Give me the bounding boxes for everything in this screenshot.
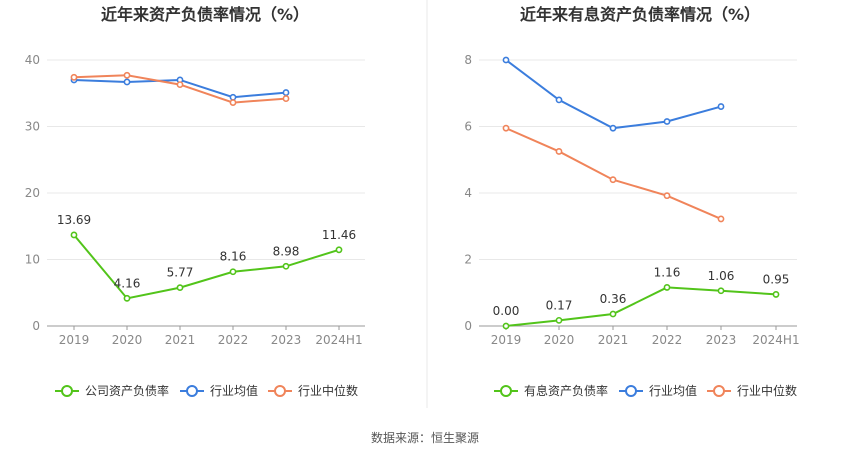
x-tick-label: 2021 xyxy=(165,333,196,347)
x-tick-label: 2019 xyxy=(59,333,90,347)
legend-label: 有息资产负债率 xyxy=(524,383,608,398)
data-point xyxy=(502,56,510,64)
data-label: 1.06 xyxy=(708,269,735,283)
data-label: 0.36 xyxy=(600,292,627,306)
data-point xyxy=(123,294,131,302)
chart-panel-2: 近年来有息资产负债率情况（%） 0 2 4 6 8 2019 2020 2021 2022 2023… xyxy=(464,5,799,398)
data-point xyxy=(609,124,617,132)
data-point xyxy=(123,78,131,86)
chart-title: 近年来资产负债率情况（%） xyxy=(101,5,309,24)
x-tick-label: 2022 xyxy=(652,333,683,347)
y-tick-label: 10 xyxy=(25,253,40,267)
y-tick-label: 0 xyxy=(464,319,472,333)
data-point xyxy=(229,268,237,276)
data-point xyxy=(555,316,563,324)
series-line xyxy=(505,59,722,130)
data-label: 8.98 xyxy=(273,244,300,258)
data-point xyxy=(335,246,343,254)
x-tick-label: 2020 xyxy=(112,333,143,347)
data-point xyxy=(282,95,290,102)
legend-marker xyxy=(500,385,512,397)
legend-label: 行业中位数 xyxy=(298,383,358,398)
x-tick-label: 2021 xyxy=(598,333,629,347)
data-label: 0.00 xyxy=(493,304,520,318)
x-tick-label: 2020 xyxy=(544,333,575,347)
y-tick-label: 2 xyxy=(464,253,472,267)
data-point xyxy=(502,124,510,132)
y-tick-label: 4 xyxy=(464,186,472,200)
data-point xyxy=(609,310,617,318)
data-label: 5.77 xyxy=(167,266,194,280)
legend-marker xyxy=(186,385,198,397)
legend-marker xyxy=(713,385,725,397)
y-tick-label: 0 xyxy=(32,319,40,333)
y-tick-label: 40 xyxy=(25,53,40,67)
y-tick-label: 6 xyxy=(464,120,472,134)
data-label: 1.16 xyxy=(654,265,681,279)
x-tick-label: 2022 xyxy=(218,333,249,347)
data-point xyxy=(717,103,725,110)
data-point xyxy=(717,287,725,295)
data-point xyxy=(555,148,563,155)
data-point xyxy=(282,89,290,96)
data-point xyxy=(176,284,184,292)
legend-label: 行业均值 xyxy=(210,383,258,398)
series-line xyxy=(505,286,777,327)
data-point xyxy=(772,291,780,298)
data-point xyxy=(282,262,290,270)
x-tick-label: 2024H1 xyxy=(315,333,362,347)
x-tick-label: 2023 xyxy=(706,333,737,347)
data-point xyxy=(663,118,671,125)
y-tick-label: 30 xyxy=(25,120,40,134)
legend-marker xyxy=(274,385,286,397)
chart-title: 近年来有息资产负债率情况（%） xyxy=(520,5,760,24)
series-line xyxy=(505,127,722,220)
y-tick-label: 20 xyxy=(25,186,40,200)
data-point xyxy=(176,81,184,89)
data-label: 4.16 xyxy=(114,276,141,290)
legend-label: 行业中位数 xyxy=(737,383,797,398)
x-tick-label: 2024H1 xyxy=(752,333,799,347)
data-label: 0.95 xyxy=(763,272,790,286)
data-point xyxy=(229,99,237,106)
data-point xyxy=(70,231,78,239)
data-point xyxy=(555,96,563,104)
data-point xyxy=(717,215,725,223)
legend-label: 行业均值 xyxy=(649,383,697,398)
data-label: 13.69 xyxy=(57,213,91,227)
legend-marker xyxy=(61,385,73,397)
legend-label: 公司资产负债率 xyxy=(85,383,169,398)
data-point xyxy=(70,73,78,81)
series-line xyxy=(73,234,340,300)
data-point xyxy=(229,93,237,101)
data-label: 0.17 xyxy=(546,298,573,312)
chart-panel-1: 近年来资产负债率情况（%） 0 10 20 30 40 2019 2020 2021 2022 20… xyxy=(25,5,365,398)
x-tick-label: 2023 xyxy=(271,333,302,347)
data-point xyxy=(663,192,671,200)
legend-marker xyxy=(625,385,637,397)
source-label: 数据来源：恒生聚源 xyxy=(371,430,479,445)
data-label: 11.46 xyxy=(322,228,356,242)
y-tick-label: 8 xyxy=(464,53,472,67)
data-point xyxy=(502,322,510,330)
data-point xyxy=(663,284,671,291)
data-point xyxy=(609,176,617,184)
data-label: 8.16 xyxy=(220,250,247,264)
x-tick-label: 2019 xyxy=(491,333,522,347)
data-point xyxy=(123,71,131,79)
